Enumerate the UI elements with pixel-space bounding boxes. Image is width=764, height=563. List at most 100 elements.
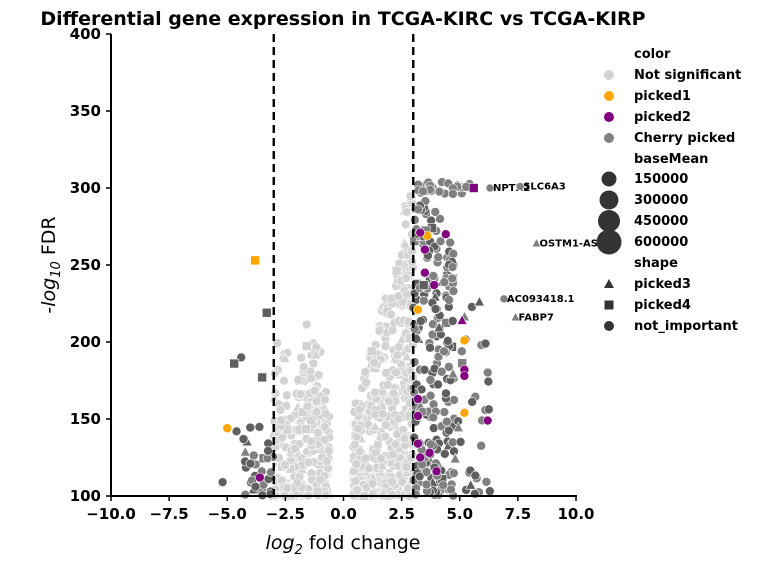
data-point	[311, 406, 322, 417]
data-point	[401, 462, 412, 473]
data-point	[482, 415, 493, 426]
y-tick-label: 400	[70, 25, 101, 43]
data-point	[445, 237, 456, 248]
y-axis-ticks: 100 150 200 250 300 350 400	[70, 25, 111, 505]
legend-marker-cherry-picked	[604, 133, 614, 143]
data-point	[375, 453, 386, 464]
legend-title-shape: shape	[634, 256, 678, 271]
y-tick-label: 100	[70, 487, 101, 505]
data-point	[384, 396, 394, 407]
data-point	[392, 350, 403, 361]
data-point	[440, 229, 451, 239]
x-axis-ticks: −10.0 −7.5 −5.0 −2.5 0.0 2.5 5.0 7.5 10.0	[86, 496, 595, 523]
data-point	[531, 237, 542, 248]
data-point	[367, 479, 378, 489]
data-point	[257, 372, 267, 383]
data-point	[476, 440, 486, 451]
data-point	[470, 470, 481, 481]
data-point	[413, 438, 423, 449]
chart-title: Differential gene expression in TCGA-KIR…	[40, 8, 645, 30]
data-point	[447, 316, 458, 326]
y-axis-label-sub: 10	[49, 261, 64, 278]
data-point	[354, 446, 365, 457]
data-point	[319, 421, 330, 432]
data-point	[483, 376, 494, 387]
legend-label-cherry-picked: Cherry picked	[634, 131, 735, 146]
data-point	[391, 265, 402, 276]
data-point	[430, 207, 441, 217]
data-point	[296, 352, 306, 363]
data-point	[401, 207, 412, 217]
data-point	[366, 346, 377, 357]
data-point	[310, 348, 322, 360]
legend-marker-not-significant	[604, 70, 614, 80]
data-point	[376, 459, 388, 471]
data-point	[468, 183, 479, 193]
data-point	[407, 246, 417, 256]
data-point	[439, 407, 450, 417]
data-point	[303, 457, 314, 468]
data-point	[386, 309, 396, 320]
data-point	[459, 408, 470, 418]
legend-size-label-3: 450000	[634, 214, 688, 229]
data-point	[293, 374, 304, 385]
y-tick-label: 350	[70, 102, 101, 120]
data-point	[280, 460, 290, 470]
data-point	[321, 456, 332, 466]
data-point	[436, 366, 447, 377]
data-point	[313, 428, 323, 438]
data-point	[263, 446, 273, 456]
data-point	[485, 486, 495, 496]
data-point	[393, 413, 404, 424]
data-point	[382, 379, 393, 390]
data-point	[281, 390, 292, 401]
legend-size-label-1: 150000	[634, 172, 688, 187]
data-point	[446, 484, 456, 495]
data-point	[442, 416, 452, 427]
data-point	[231, 426, 242, 437]
data-point	[381, 420, 391, 431]
data-point	[448, 286, 459, 296]
data-point	[443, 425, 454, 436]
y-tick-label: 250	[70, 256, 101, 274]
data-point	[448, 248, 459, 259]
data-point	[250, 255, 260, 266]
data-point	[276, 415, 286, 426]
data-point	[452, 421, 464, 432]
x-tick-label: −5.0	[208, 505, 247, 523]
data-point	[363, 463, 374, 474]
data-point	[435, 236, 446, 247]
data-point	[301, 424, 311, 434]
x-tick-label: 5.0	[446, 505, 473, 523]
x-axis-label-sub: 2	[295, 543, 303, 558]
data-point	[245, 458, 256, 469]
x-tick-label: 2.5	[388, 505, 415, 523]
y-axis-label-log: log	[38, 278, 60, 307]
data-point	[459, 371, 470, 381]
data-point	[428, 412, 438, 423]
data-point	[298, 362, 309, 372]
x-tick-label: 10.0	[557, 505, 594, 523]
legend-marker-picked1	[604, 91, 614, 101]
data-point	[499, 294, 509, 304]
x-axis-label-log: log	[266, 532, 295, 554]
data-point	[240, 489, 251, 500]
x-tick-label: −10.0	[86, 505, 136, 523]
data-point	[321, 490, 331, 500]
gene-label: NPTX2	[493, 183, 530, 194]
data-point	[391, 367, 402, 378]
data-point	[418, 186, 428, 197]
data-point	[419, 365, 430, 375]
data-point	[409, 357, 420, 367]
data-point	[438, 480, 448, 490]
data-point	[441, 388, 451, 399]
data-point	[473, 295, 485, 307]
data-point	[456, 314, 468, 325]
data-point	[311, 396, 322, 407]
legend: color Not significant picked1 picked2 Ch…	[596, 47, 741, 334]
legend-marker-picked2	[604, 112, 614, 122]
data-point	[449, 468, 459, 478]
data-point	[433, 379, 443, 390]
data-point	[282, 483, 293, 493]
